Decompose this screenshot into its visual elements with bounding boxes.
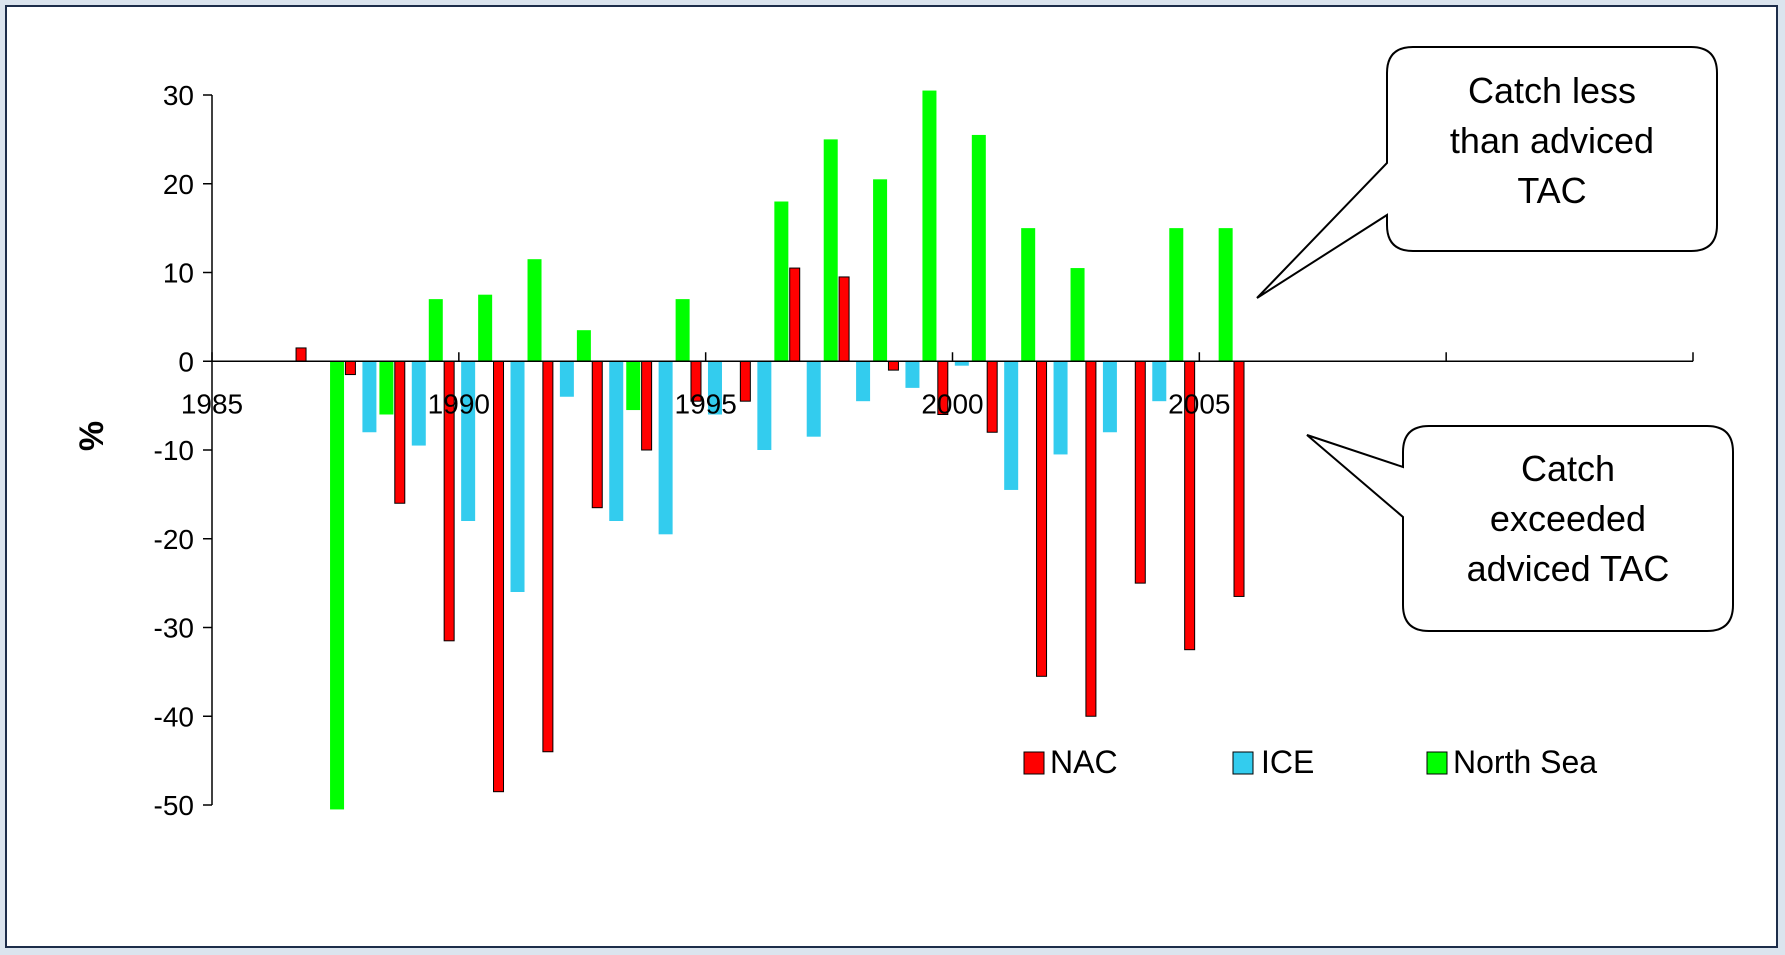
legend-swatch-ice (1232, 751, 1254, 775)
y-tick-label: 10 (163, 258, 194, 289)
callout-catch-exceeded-line1: Catch (1521, 448, 1615, 489)
bar-nac-1987 (295, 347, 307, 362)
legend-swatch-nac (1023, 751, 1045, 775)
bar-nac-2002 (1036, 360, 1048, 677)
y-tick-label: -50 (154, 790, 194, 821)
axes: 30 20 10 0 -10 -20 -30 -40 -50 1985 1990 1995 2000 20… (154, 80, 1694, 821)
bar-ice-1998 (856, 361, 871, 402)
bar-ice-1991 (510, 361, 525, 592)
bar-north-sea-1989 (428, 299, 443, 362)
bar-north-sea-1997 (823, 139, 838, 362)
bar-nac-2003 (1085, 360, 1097, 717)
bar-ice-2000 (954, 361, 969, 366)
bar-north-sea-1999 (922, 90, 937, 362)
bar-nac-1988 (344, 360, 356, 376)
callout-catch-exceeded: Catch exceeded adviced TAC (1306, 425, 1734, 632)
bar-north-sea-1991 (527, 259, 542, 362)
bar-ice-2004 (1152, 361, 1167, 402)
y-tick-label: 0 (178, 346, 194, 377)
bar-nac-1999 (887, 360, 899, 371)
bar-north-sea-2002 (1070, 268, 1085, 362)
bar-north-sea-1990 (478, 294, 493, 362)
bar-north-sea-1993 (626, 361, 641, 411)
x-tick-label: 1995 (675, 388, 737, 419)
y-axis-label: % (73, 421, 111, 451)
bar-ice-1999 (905, 361, 920, 388)
bar-nac-1994 (641, 360, 653, 451)
bar-nac-1992 (542, 360, 554, 753)
bar-north-sea-2000 (971, 134, 986, 362)
bar-north-sea-1996 (774, 201, 789, 362)
legend: NAC ICE North Sea (1023, 744, 1597, 780)
bar-ice-1996 (757, 361, 772, 450)
legend-label-ice: ICE (1261, 744, 1314, 780)
bar-ice-1997 (806, 361, 821, 437)
y-tick-label: 20 (163, 169, 194, 200)
bar-nac-1996 (739, 360, 751, 402)
callout-catch-exceeded-shape (1306, 425, 1734, 632)
bar-nac-1989 (394, 360, 406, 504)
bar-ice-2001 (1004, 361, 1019, 490)
bar-north-sea-1992 (576, 330, 591, 362)
bar-ice-1988 (362, 361, 377, 433)
callout-catch-less-line3: TAC (1517, 170, 1586, 211)
bar-ice-1995 (707, 361, 722, 415)
callout-catch-exceeded-line3: adviced TAC (1467, 548, 1670, 589)
bar-nac-1993 (591, 360, 603, 509)
bar-ice-2003 (1102, 361, 1117, 433)
bar-ice-1993 (609, 361, 624, 521)
bar-north-sea-2005 (1218, 228, 1233, 362)
callout-catch-less: Catch less than adviced TAC (1256, 46, 1718, 299)
y-tick-label: -10 (154, 435, 194, 466)
y-tick-label: -20 (154, 524, 194, 555)
y-tick-label: 30 (163, 80, 194, 111)
x-tick-label: 2005 (1168, 388, 1230, 419)
bar-nac-2006 (1233, 360, 1245, 597)
bar-nac-2001 (986, 360, 998, 433)
legend-label-nac: NAC (1050, 744, 1118, 780)
bar-north-sea-1987 (330, 361, 345, 810)
bar-nac-1998 (838, 276, 850, 362)
bar-layer (295, 90, 1245, 810)
bar-ice-1992 (559, 361, 574, 397)
bar-nac-1997 (789, 267, 801, 362)
bar-ice-1989 (411, 361, 426, 446)
bar-north-sea-1998 (873, 179, 888, 362)
bar-ice-1994 (658, 361, 673, 535)
bar-nac-2004 (1134, 360, 1146, 584)
x-tick-label: 1990 (428, 388, 490, 419)
callout-catch-less-line1: Catch less (1468, 70, 1636, 111)
bar-north-sea-1994 (675, 299, 690, 362)
y-tick-label: -40 (154, 701, 194, 732)
legend-label-north-sea: North Sea (1453, 744, 1597, 780)
bar-north-sea-2001 (1021, 228, 1036, 362)
bar-north-sea-2004 (1169, 228, 1184, 362)
legend-swatch-north-sea (1426, 751, 1448, 775)
callout-catch-less-shape (1256, 46, 1718, 299)
x-tick-label: 2000 (921, 388, 983, 419)
slide-frame: 30 20 10 0 -10 -20 -30 -40 -50 1985 1990 1995 2000 20… (5, 5, 1778, 948)
bar-north-sea-1988 (379, 361, 394, 415)
bar-ice-2002 (1053, 361, 1068, 455)
y-tick-label: -30 (154, 613, 194, 644)
callout-catch-less-line2: than adviced (1450, 120, 1654, 161)
bar-chart: 30 20 10 0 -10 -20 -30 -40 -50 1985 1990 1995 2000 20… (73, 46, 1734, 821)
callout-catch-exceeded-line2: exceeded (1490, 498, 1646, 539)
bar-nac-1991 (493, 360, 505, 793)
x-tick-label: 1985 (181, 388, 243, 419)
bar-ice-1990 (461, 361, 476, 521)
